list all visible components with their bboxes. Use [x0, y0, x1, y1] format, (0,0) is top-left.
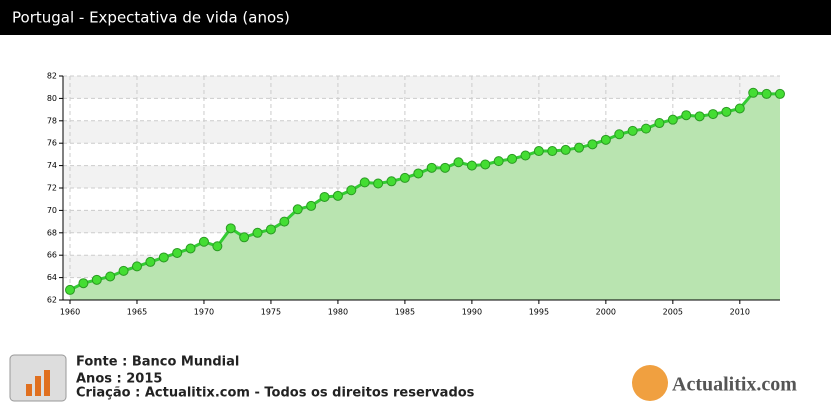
point	[507, 153, 518, 164]
point	[346, 185, 357, 196]
point	[279, 216, 290, 227]
x-tick-label: 1960	[60, 308, 80, 317]
point	[319, 191, 330, 202]
x-tick-label: 1990	[462, 308, 482, 317]
point	[65, 284, 75, 295]
point	[78, 278, 89, 289]
point	[761, 88, 772, 99]
point	[694, 111, 705, 122]
point	[466, 160, 477, 171]
point	[493, 156, 504, 167]
icon-bar	[26, 384, 32, 396]
point	[91, 274, 102, 285]
x-tick-label: 1970	[194, 308, 214, 317]
point	[252, 227, 263, 238]
x-tick-label: 1980	[328, 308, 348, 317]
y-tick-label: 76	[47, 139, 57, 148]
chart-title: Portugal - Expectativa de vida (anos)	[12, 9, 290, 27]
point	[158, 252, 169, 263]
point	[426, 162, 437, 173]
point	[359, 177, 370, 188]
x-tick-label: 1975	[261, 308, 281, 317]
point	[547, 146, 558, 157]
title-bar	[0, 0, 831, 35]
point	[131, 261, 142, 272]
logo-text: Actualitix.com	[672, 374, 797, 396]
y-tick-label: 82	[47, 72, 57, 81]
point	[560, 144, 571, 155]
point	[440, 162, 451, 173]
point	[225, 223, 236, 234]
y-tick-label: 64	[47, 273, 57, 282]
point	[185, 243, 196, 254]
point	[533, 146, 544, 157]
point	[413, 168, 424, 179]
point	[105, 271, 116, 282]
point	[306, 200, 317, 211]
point	[667, 114, 678, 125]
y-tick-label: 72	[47, 184, 57, 193]
y-tick-label: 70	[47, 206, 57, 215]
y-tick-label: 78	[47, 116, 57, 125]
x-tick-label: 1995	[529, 308, 549, 317]
icon-bar	[35, 376, 41, 396]
point	[627, 125, 638, 136]
x-tick-label: 2005	[663, 308, 683, 317]
icon-bar	[44, 370, 50, 396]
point	[373, 178, 384, 189]
point	[480, 159, 491, 170]
point	[332, 190, 343, 201]
point	[600, 134, 611, 145]
point	[172, 247, 183, 258]
point	[654, 118, 665, 129]
point	[708, 109, 719, 120]
y-tick-label: 68	[47, 228, 57, 237]
point	[239, 232, 250, 243]
y-tick-label: 80	[47, 94, 57, 103]
point	[587, 139, 598, 150]
point	[386, 176, 397, 187]
y-tick-label: 74	[47, 161, 57, 170]
point	[681, 110, 692, 121]
point	[734, 103, 745, 114]
point	[574, 142, 585, 153]
x-tick-label: 2000	[596, 308, 616, 317]
logo-globe	[632, 365, 668, 401]
footer-credit: Criação : Actualitix.com - Todos os dire…	[76, 386, 475, 401]
point	[198, 236, 209, 247]
point	[118, 265, 129, 276]
grid-band	[63, 76, 780, 99]
point	[641, 123, 652, 134]
footer-source: Fonte : Banco Mundial	[76, 355, 239, 370]
point	[399, 172, 410, 183]
x-tick-label: 1985	[395, 308, 415, 317]
point	[520, 150, 531, 161]
point	[748, 87, 759, 98]
point	[453, 157, 464, 168]
point	[614, 129, 625, 140]
point	[721, 106, 732, 117]
point	[292, 204, 303, 215]
point	[212, 241, 223, 252]
plot: 62 64 66 68 70 72 74 76 78 80 82 1960 1965 1970 1975 19…	[47, 72, 785, 317]
point	[775, 88, 785, 99]
point	[265, 224, 276, 235]
point	[145, 256, 156, 267]
x-tick-label: 2010	[730, 308, 750, 317]
x-tick-label: 1965	[127, 308, 147, 317]
y-tick-label: 66	[47, 251, 57, 260]
y-tick-label: 62	[47, 296, 57, 305]
grid-band	[63, 120, 780, 144]
area	[70, 92, 780, 300]
footer-years: Anos : 2015	[76, 372, 162, 387]
